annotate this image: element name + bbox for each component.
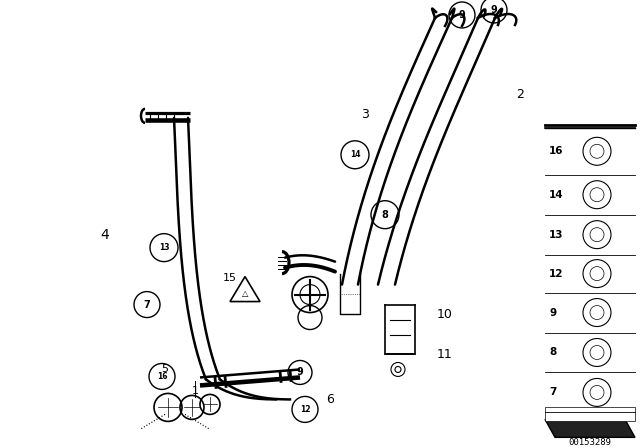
Text: 6: 6 (326, 393, 334, 406)
Text: 7: 7 (143, 300, 150, 310)
Text: △: △ (242, 289, 248, 298)
Text: 1: 1 (191, 387, 198, 396)
Text: 10: 10 (437, 308, 453, 321)
Text: 9: 9 (459, 10, 465, 20)
Text: 13: 13 (159, 243, 169, 252)
Text: 11: 11 (437, 348, 453, 361)
Text: 9: 9 (491, 5, 497, 15)
Text: 12: 12 (549, 269, 563, 279)
Text: 8: 8 (549, 348, 556, 358)
Text: 16: 16 (157, 372, 167, 381)
Text: 14: 14 (349, 150, 360, 159)
Text: 00153289: 00153289 (568, 438, 611, 447)
Text: 14: 14 (549, 190, 564, 200)
FancyBboxPatch shape (545, 407, 635, 422)
Text: 16: 16 (549, 146, 563, 156)
Text: 2: 2 (516, 88, 524, 101)
Text: 12: 12 (300, 405, 310, 414)
Text: 5: 5 (161, 365, 168, 375)
Text: 3: 3 (361, 108, 369, 121)
Text: 9: 9 (549, 307, 556, 318)
Text: 7: 7 (549, 388, 556, 397)
Polygon shape (545, 419, 635, 437)
Text: 13: 13 (549, 230, 563, 240)
Text: 8: 8 (381, 210, 388, 220)
Text: 4: 4 (100, 228, 109, 241)
Text: 15: 15 (223, 272, 237, 283)
Text: 9: 9 (296, 367, 303, 378)
